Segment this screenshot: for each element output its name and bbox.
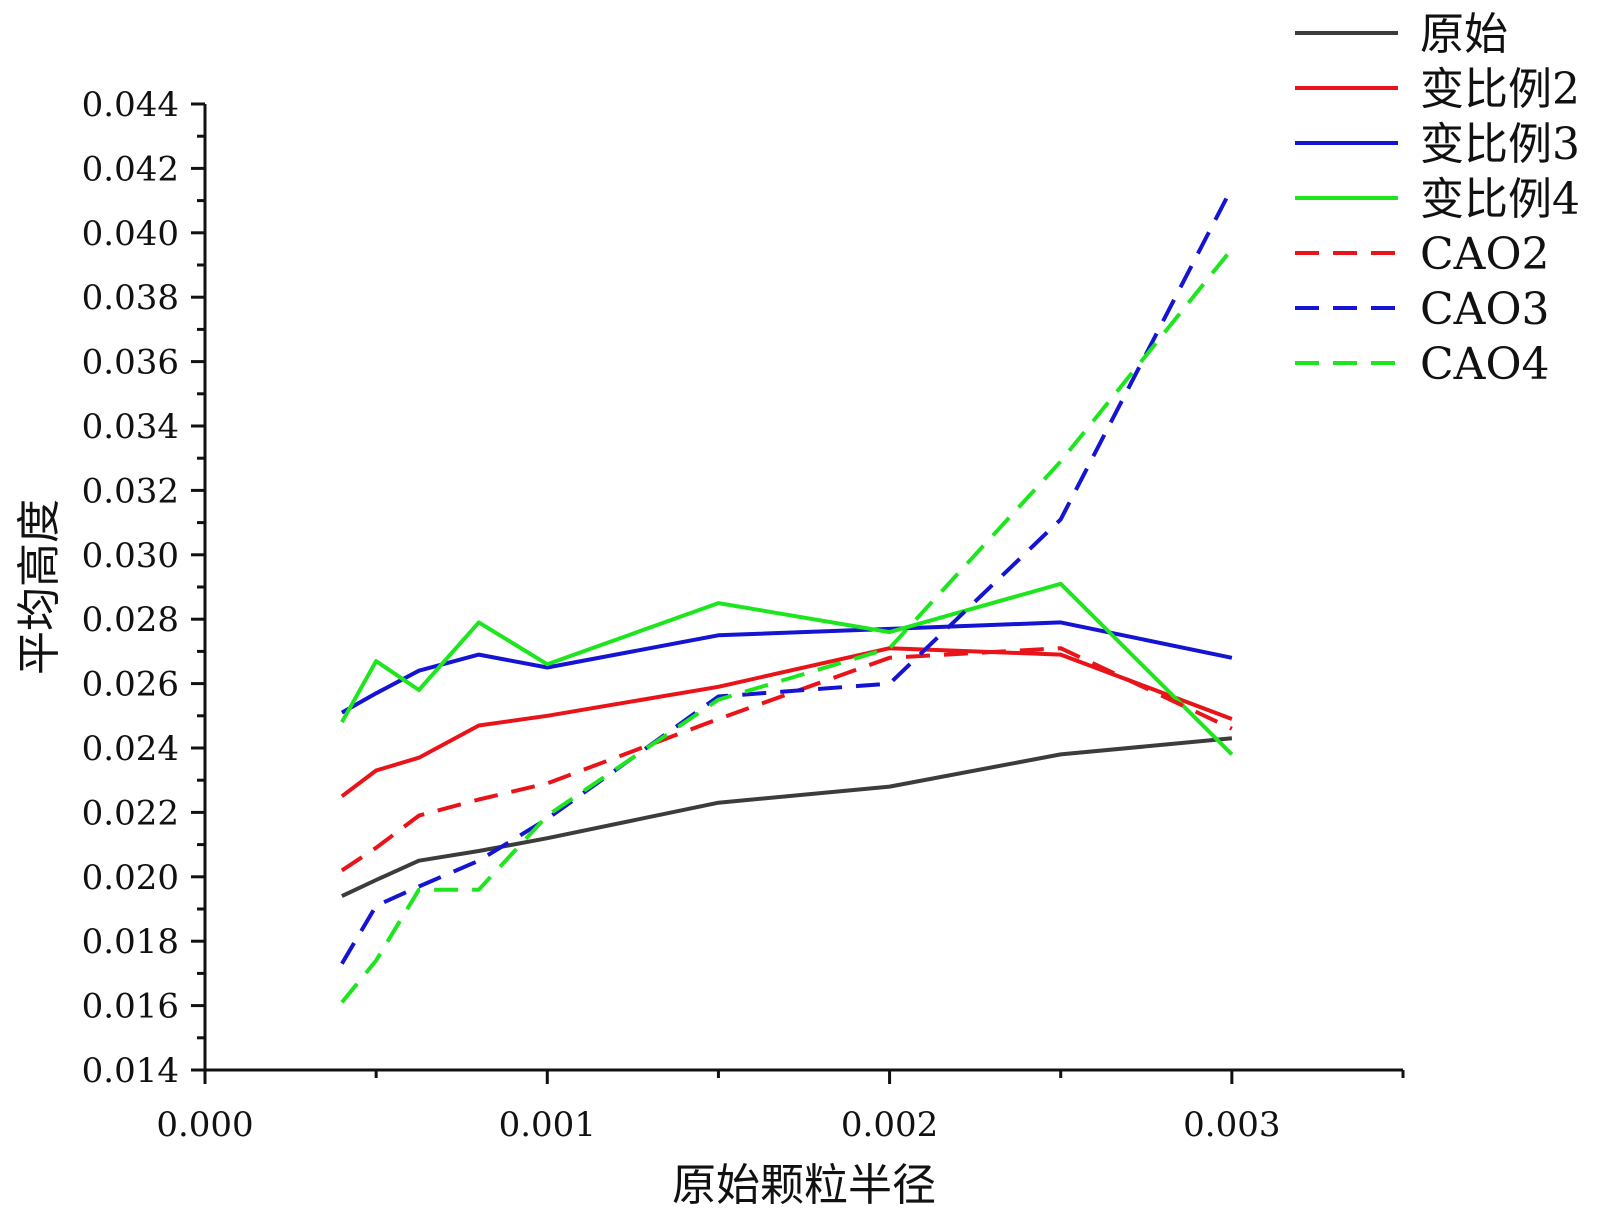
y-tick-label: 0.036 <box>82 343 179 383</box>
legend-label: 原始 <box>1420 9 1508 60</box>
legend-label: 变比例3 <box>1420 119 1580 170</box>
series-line-3 <box>340 581 1234 756</box>
tick-marks <box>191 102 1405 1084</box>
y-tick-label: 0.026 <box>82 665 179 705</box>
y-tick-label: 0.044 <box>82 85 179 125</box>
y-tick-label: 0.016 <box>82 987 179 1027</box>
y-tick-label: 0.014 <box>82 1051 179 1091</box>
series-line-2 <box>340 620 1233 715</box>
series-line-6 <box>340 247 1234 1004</box>
axes <box>203 104 1403 1072</box>
plot-series <box>340 186 1234 1004</box>
tick-labels: 0.014 0.016 0.018 0.020 0.022 0.024 0.026 0.028… <box>82 85 1281 1145</box>
series-line-4 <box>340 646 1233 873</box>
y-tick-label: 0.020 <box>82 858 179 898</box>
legend-label: CAO3 <box>1420 284 1550 335</box>
legend-label: CAO2 <box>1420 229 1550 280</box>
y-axis-title: 平均高度 <box>14 499 65 675</box>
series-line-1 <box>340 646 1233 798</box>
y-tick-label: 0.038 <box>82 278 179 318</box>
legend-label: CAO4 <box>1420 339 1550 390</box>
series-line-0 <box>341 736 1233 898</box>
y-tick-label: 0.034 <box>82 407 179 447</box>
y-tick-label: 0.030 <box>82 536 179 576</box>
series-line-5 <box>340 186 1234 965</box>
x-tick-label: 0.000 <box>156 1105 253 1145</box>
x-tick-label: 0.002 <box>841 1105 938 1145</box>
legend-label: 变比例2 <box>1420 64 1580 115</box>
y-tick-label: 0.028 <box>82 600 179 640</box>
x-axis-title: 原始颗粒半径 <box>672 1160 936 1211</box>
y-tick-label: 0.042 <box>82 149 179 189</box>
y-tick-label: 0.022 <box>82 793 179 833</box>
y-tick-label: 0.024 <box>82 729 179 769</box>
y-tick-label: 0.018 <box>82 922 179 962</box>
x-tick-label: 0.003 <box>1183 1105 1280 1145</box>
y-tick-label: 0.032 <box>82 471 179 511</box>
x-tick-label: 0.001 <box>499 1105 596 1145</box>
legend-label: 变比例4 <box>1420 174 1580 225</box>
y-tick-label: 0.040 <box>82 214 179 254</box>
